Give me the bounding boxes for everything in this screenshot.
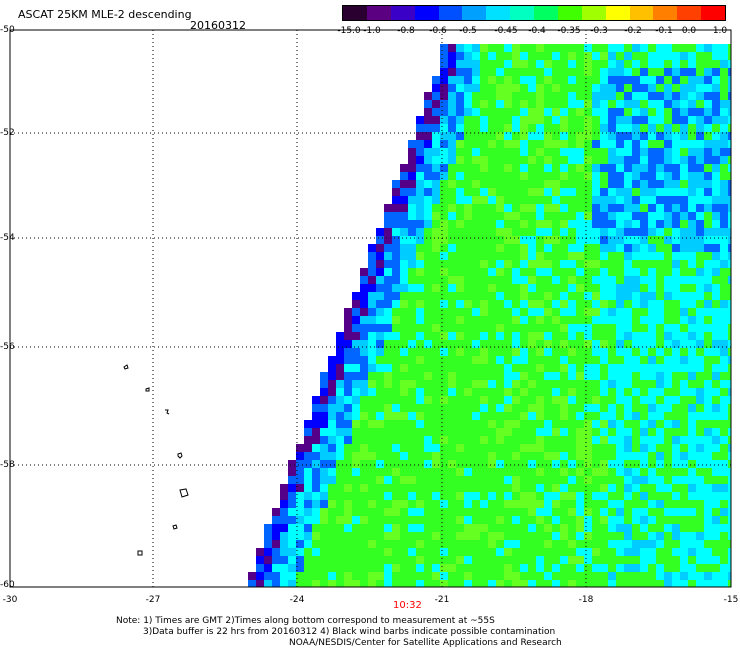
color-scale-bar	[342, 5, 726, 21]
latitude-label: -58	[0, 460, 15, 470]
color-scale-tick-label: -0.35	[557, 26, 581, 36]
color-scale-segment	[605, 6, 630, 20]
longitude-label: -15	[723, 595, 739, 605]
color-scale-segment	[486, 6, 511, 20]
color-scale-segment	[438, 6, 463, 20]
color-scale-tick-label: -15.0	[337, 26, 361, 36]
latitude-label: -54	[0, 233, 15, 243]
color-scale-segment	[629, 6, 654, 20]
color-scale-tick-label: -0.4	[528, 26, 546, 36]
longitude-label: -30	[2, 595, 18, 605]
color-scale-tick-label: 1.0	[712, 26, 728, 36]
note-line-2: 3)Data buffer is 22 hrs from 20160312 4)…	[143, 627, 556, 637]
color-scale-tick-label: -0.2	[624, 26, 642, 36]
swath-time-label: 10:32	[393, 600, 422, 611]
latitude-label: -60	[0, 580, 15, 590]
color-scale-segment	[557, 6, 582, 20]
latitude-label: -56	[0, 342, 15, 352]
longitude-label: -27	[145, 595, 161, 605]
color-scale-segment	[534, 6, 558, 20]
color-scale-segment	[510, 6, 534, 20]
color-scale-segment	[366, 6, 391, 20]
longitude-label: -24	[289, 595, 305, 605]
color-scale-segment	[677, 6, 702, 20]
color-scale-tick-label: -0.3	[590, 26, 608, 36]
color-scale-tick-label: -0.45	[494, 26, 518, 36]
longitude-label: -21	[434, 595, 450, 605]
product-date: 20160312	[190, 19, 246, 32]
color-scale-tick-label: 0.0	[681, 26, 697, 36]
color-scale-tick-label: -0.5	[459, 26, 477, 36]
color-scale-segment	[653, 6, 678, 20]
color-scale-tick-label: -0.6	[429, 26, 447, 36]
color-scale-segment	[390, 6, 415, 20]
note-line-1: Note: 1) Times are GMT 2)Times along bot…	[116, 616, 495, 626]
island-outline	[177, 452, 183, 459]
color-scale-segment	[343, 6, 367, 20]
color-scale-tick-label: -0.1	[655, 26, 673, 36]
latitude-label: -50	[0, 25, 15, 35]
wind-swath	[248, 44, 731, 587]
note-line-3: NOAA/NESDIS/Center for Satellite Applica…	[289, 638, 562, 648]
island-outline	[179, 488, 189, 498]
island-outline	[145, 387, 150, 392]
product-title: ASCAT 25KM MLE-2 descending	[18, 8, 192, 21]
color-scale-tick-label: -0.8	[397, 26, 415, 36]
longitude-label: -18	[578, 595, 594, 605]
island-outline	[123, 364, 129, 370]
map-frame	[9, 29, 732, 588]
color-scale-segment	[581, 6, 606, 20]
color-scale-segment	[701, 6, 725, 20]
island-outlines	[123, 364, 189, 556]
color-scale-segment	[414, 6, 439, 20]
lat-lon-grid	[10, 30, 731, 587]
latitude-label: -52	[0, 128, 15, 138]
color-scale-tick-label: -1.0	[363, 26, 381, 36]
island-outline	[172, 524, 178, 530]
island-outline	[137, 550, 143, 556]
island-outline	[165, 409, 170, 415]
color-scale-segment	[462, 6, 487, 20]
